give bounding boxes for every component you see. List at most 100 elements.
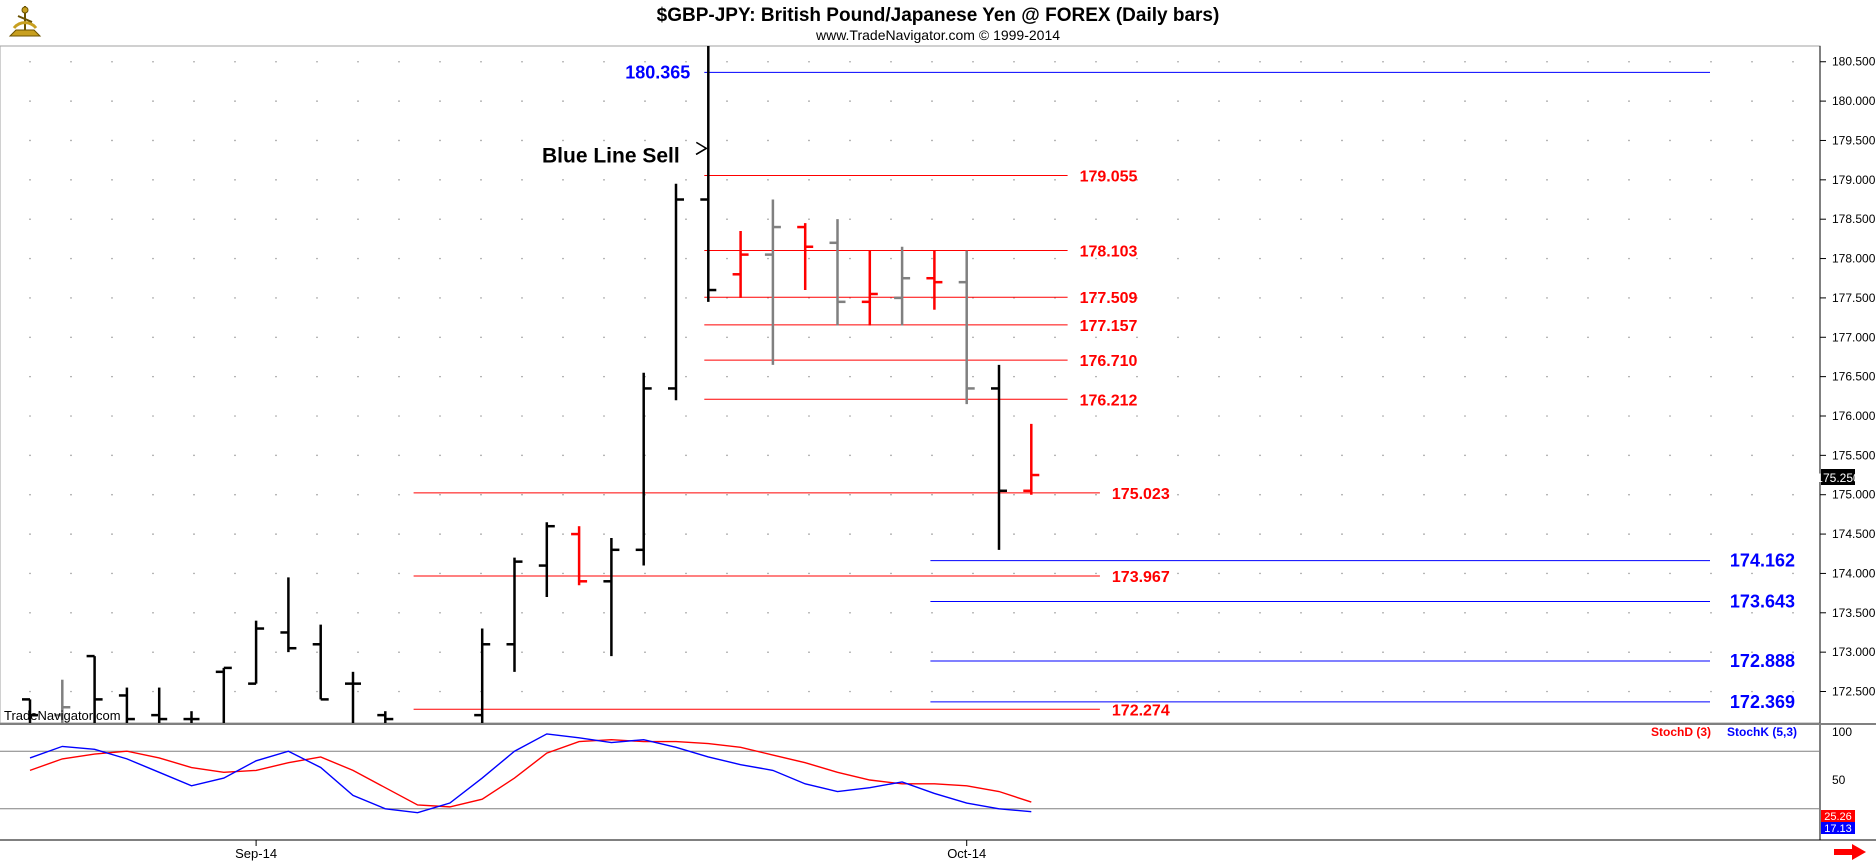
grid-dot bbox=[1095, 493, 1097, 496]
chart-title: $GBP-JPY: British Pound/Japanese Yen @ F… bbox=[657, 5, 1220, 26]
grid-dot bbox=[1792, 60, 1794, 63]
ohlc-bar bbox=[345, 671, 361, 723]
stoch-d-last-value: 25.26 bbox=[1824, 811, 1852, 823]
grid-dot bbox=[1218, 611, 1220, 614]
scroll-right-arrow-icon[interactable] bbox=[1834, 844, 1866, 860]
grid-dot bbox=[685, 257, 687, 260]
grid-dot bbox=[931, 651, 933, 653]
grid-dot bbox=[1259, 572, 1261, 575]
level-label: 176.710 bbox=[1080, 353, 1138, 370]
grid-dot bbox=[1300, 454, 1302, 457]
grid-dot bbox=[1587, 100, 1589, 102]
grid-dot bbox=[562, 179, 564, 181]
grid-dot bbox=[152, 179, 154, 181]
grid-dot bbox=[29, 415, 31, 417]
grid-dot bbox=[1423, 100, 1425, 102]
grid-dot bbox=[398, 257, 400, 260]
grid-dot bbox=[644, 218, 646, 220]
grid-dot bbox=[521, 218, 523, 220]
grid-dot bbox=[1013, 60, 1015, 63]
grid-dot bbox=[1054, 415, 1056, 417]
grid-dot bbox=[767, 415, 769, 417]
grid-dot bbox=[1218, 651, 1220, 653]
grid-dot bbox=[1710, 493, 1712, 496]
grid-dot bbox=[1505, 611, 1507, 614]
grid-dot bbox=[1218, 690, 1220, 693]
y-tick-label: 176.500 bbox=[1832, 370, 1876, 384]
grid-dot bbox=[398, 218, 400, 220]
grid-dot bbox=[275, 297, 277, 299]
grid-dot bbox=[357, 257, 359, 260]
grid-dot bbox=[439, 454, 441, 457]
grid-dot bbox=[480, 100, 482, 102]
grid-dot bbox=[1136, 651, 1138, 653]
grid-dot bbox=[1710, 100, 1712, 102]
grid-dot bbox=[1177, 257, 1179, 260]
grid-dot bbox=[193, 218, 195, 220]
grid-dot bbox=[111, 297, 113, 299]
grid-dot bbox=[234, 690, 236, 693]
grid-dot bbox=[1013, 179, 1015, 181]
grid-dot bbox=[439, 533, 441, 535]
grid-dot bbox=[1054, 218, 1056, 220]
grid-dot bbox=[275, 60, 277, 63]
grid-dot bbox=[1751, 493, 1753, 496]
grid-dot bbox=[111, 454, 113, 457]
grid-dot bbox=[972, 454, 974, 457]
grid-dot bbox=[808, 572, 810, 575]
grid-dot bbox=[1792, 493, 1794, 496]
grid-dot bbox=[808, 336, 810, 339]
grid-dot bbox=[1054, 493, 1056, 496]
grid-dot bbox=[234, 493, 236, 496]
grid-dot bbox=[70, 100, 72, 102]
grid-dot bbox=[1423, 375, 1425, 378]
grid-dot bbox=[808, 60, 810, 63]
grid-dot bbox=[603, 336, 605, 339]
grid-dot bbox=[1382, 60, 1384, 63]
grid-dot bbox=[1423, 493, 1425, 496]
grid-dot bbox=[1587, 611, 1589, 614]
grid-dot bbox=[685, 454, 687, 457]
grid-dot bbox=[275, 139, 277, 142]
y-tick-label: 179.000 bbox=[1832, 173, 1876, 187]
grid-dot bbox=[1218, 257, 1220, 260]
grid-dot bbox=[398, 336, 400, 339]
grid-dot bbox=[562, 690, 564, 693]
grid-dot bbox=[1464, 690, 1466, 693]
price-axis-ticks: 172.500 173.000 173.500 174.000 174.500 175.0… bbox=[1820, 55, 1876, 699]
grid-dot bbox=[931, 690, 933, 693]
grid-dot bbox=[1710, 375, 1712, 378]
grid-dot bbox=[1382, 297, 1384, 299]
grid-dot bbox=[1013, 218, 1015, 220]
grid-dot bbox=[1628, 572, 1630, 575]
grid-dot bbox=[1546, 690, 1548, 693]
grid-dot bbox=[1423, 297, 1425, 299]
grid-dot bbox=[29, 297, 31, 299]
grid-dot bbox=[193, 375, 195, 378]
sextant-logo-icon[interactable] bbox=[8, 6, 42, 37]
grid-dot bbox=[1669, 493, 1671, 496]
grid-dot bbox=[1792, 336, 1794, 339]
grid-dot bbox=[275, 572, 277, 575]
grid-dot bbox=[1464, 297, 1466, 299]
grid-dot bbox=[1300, 60, 1302, 63]
grid-dot bbox=[234, 297, 236, 299]
grid-dot bbox=[1218, 493, 1220, 496]
grid-dot bbox=[1136, 336, 1138, 339]
ohlc-bar bbox=[958, 250, 975, 405]
grid-dot bbox=[357, 139, 359, 142]
grid-dot bbox=[275, 336, 277, 339]
grid-dot bbox=[1218, 533, 1220, 535]
grid-dot bbox=[1177, 690, 1179, 693]
grid-dot bbox=[521, 336, 523, 339]
grid-dot bbox=[275, 690, 277, 693]
grid-dot bbox=[316, 533, 318, 535]
grid-dot bbox=[562, 139, 564, 142]
grid-dot bbox=[1423, 415, 1425, 417]
grid-dot bbox=[1669, 179, 1671, 181]
grid-dot bbox=[1628, 454, 1630, 457]
grid-dot bbox=[1054, 336, 1056, 339]
ohlc-bar bbox=[215, 666, 232, 723]
grid-dot bbox=[1587, 336, 1589, 339]
